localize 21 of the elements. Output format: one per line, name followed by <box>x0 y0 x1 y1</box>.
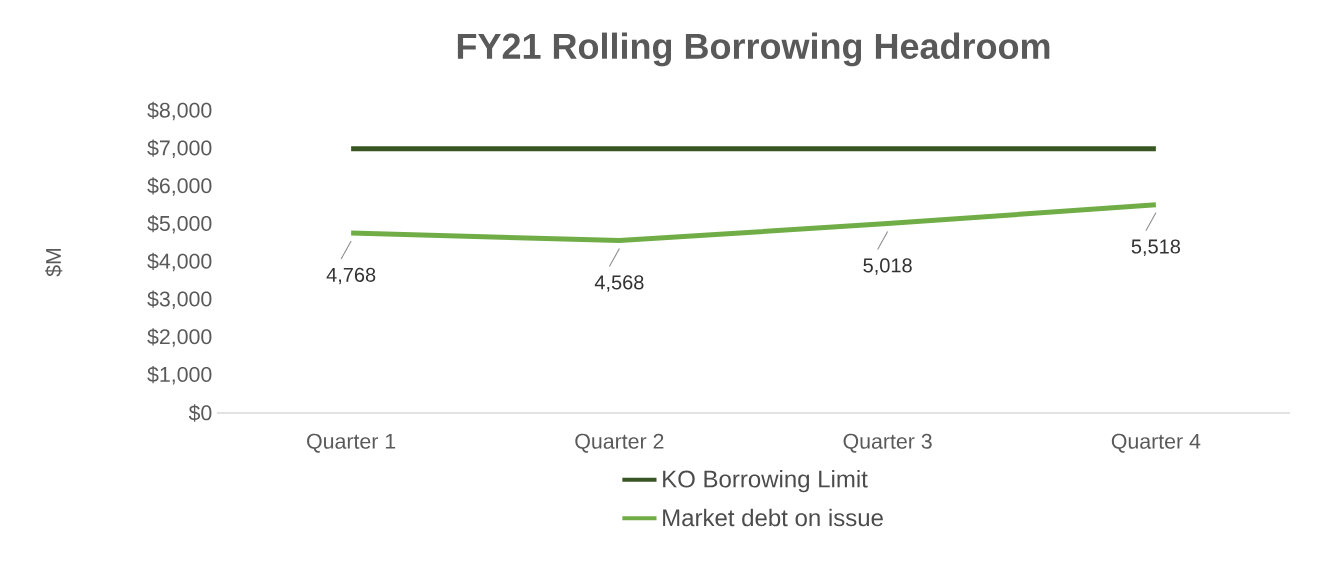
data-label: 5,018 <box>863 258 912 275</box>
y-tick-label: $3,000 <box>147 290 212 310</box>
y-tick-label: $5,000 <box>147 215 212 234</box>
y-tick-label: $8,000 <box>147 101 212 121</box>
y-tick-label: $6,000 <box>147 177 212 196</box>
data-label: 5,518 <box>1131 239 1181 256</box>
data-label: 4,768 <box>326 267 376 285</box>
data-label: 4,568 <box>594 275 644 292</box>
y-tick-label: $7,000 <box>147 139 212 159</box>
x-tick-label: Quarter 2 <box>575 433 664 453</box>
y-axis-title: $M <box>45 248 63 277</box>
x-tick-label: Quarter 4 <box>1111 433 1201 453</box>
y-tick-label: $1,000 <box>147 366 212 385</box>
legend-label: KO Borrowing Limit <box>663 469 868 493</box>
x-tick-label: Quarter 3 <box>843 433 932 453</box>
y-tick-label: $4,000 <box>147 252 212 272</box>
y-tick-label: $0 <box>188 404 212 422</box>
legend-label: Market debt on issue <box>663 508 883 527</box>
y-tick-label: $2,000 <box>147 328 212 347</box>
chart-title: FY21 Rolling Borrowing Headroom <box>457 32 1050 67</box>
x-tick-label: Quarter 1 <box>307 433 396 453</box>
